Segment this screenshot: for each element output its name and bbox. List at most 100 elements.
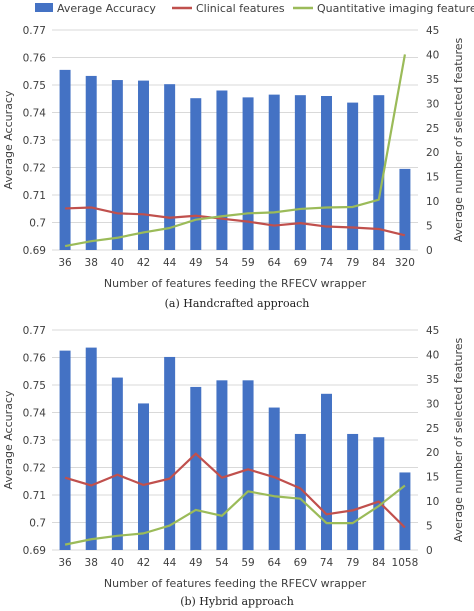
- y2-tick-label: 35: [426, 74, 439, 86]
- x-tick-label: 69: [294, 257, 307, 269]
- y-tick-label: 0.73: [23, 135, 46, 147]
- x-tick-label: 79: [346, 557, 359, 569]
- y2-tick-label: 30: [426, 98, 439, 110]
- chart-handcrafted-lines: [64, 54, 407, 248]
- x-tick-label: 44: [163, 557, 177, 569]
- chart-hybrid: 0.69 0.7 0.71 0.72 0.73 0.74 0.75 0.76 0.77 0 5 10…: [2, 325, 465, 608]
- y2-tick-label: 5: [426, 221, 433, 233]
- imaging-features-line: [64, 54, 407, 248]
- clinical-features-line: [64, 452, 406, 529]
- accuracy-bar: [347, 102, 359, 250]
- y2-tick-label: 45: [426, 25, 439, 37]
- accuracy-bar: [138, 403, 149, 550]
- x-tick-label: 42: [137, 257, 150, 269]
- accuracy-bar: [373, 437, 385, 550]
- y2-tick-label: 20: [426, 147, 439, 159]
- chart-hybrid-left-ticks: 0.69 0.7 0.71 0.72 0.73 0.74 0.75 0.76 0.77: [23, 325, 47, 557]
- accuracy-bar: [164, 356, 176, 550]
- chart-hybrid-y-axis-label: Average Accuracy: [2, 390, 15, 489]
- x-tick-label: 84: [372, 257, 386, 269]
- accuracy-bar: [268, 407, 280, 550]
- accuracy-bar: [321, 393, 332, 550]
- x-tick-label: 49: [189, 557, 202, 569]
- x-tick-label: 64: [268, 557, 282, 569]
- chart-handcrafted-right-ticks: 0 5 10 15 20 25 30 35 40 45: [426, 25, 439, 257]
- x-tick-label: 36: [58, 257, 72, 269]
- y-tick-label: 0.76: [23, 53, 47, 65]
- accuracy-bar: [59, 69, 71, 250]
- chart-hybrid-bars: [59, 347, 411, 550]
- y-tick-label: 0.73: [23, 435, 46, 447]
- legend-label-accuracy: Average Accuracy: [57, 2, 156, 15]
- x-tick-label: 54: [215, 257, 229, 269]
- legend-label-clinical: Clinical features: [196, 2, 285, 15]
- accuracy-bar: [294, 433, 306, 550]
- accuracy-bar: [111, 377, 123, 550]
- legend-swatch-accuracy: [35, 3, 53, 12]
- x-tick-label: 36: [58, 557, 72, 569]
- y2-tick-label: 10: [426, 496, 439, 508]
- chart-handcrafted-bars: [59, 69, 411, 250]
- x-tick-label: 84: [372, 557, 386, 569]
- x-tick-label: 64: [268, 257, 282, 269]
- accuracy-bar: [138, 80, 149, 250]
- accuracy-bar: [321, 96, 332, 250]
- accuracy-bar: [294, 95, 306, 250]
- accuracy-bar: [59, 350, 71, 550]
- accuracy-bar: [85, 75, 97, 250]
- accuracy-bar: [399, 472, 411, 550]
- chart-handcrafted-x-axis-label: Number of features feeding the RFECV wra…: [104, 277, 367, 290]
- accuracy-bar: [164, 84, 176, 250]
- y-tick-label: 0.71: [23, 490, 46, 502]
- chart-hybrid-y2-axis-label: Average number of selected features: [452, 337, 465, 542]
- y2-tick-label: 25: [426, 123, 439, 135]
- y-tick-label: 0.7: [29, 518, 46, 530]
- y2-tick-label: 20: [426, 447, 439, 459]
- chart-hybrid-lines: [64, 452, 406, 546]
- x-tick-label: 44: [163, 257, 177, 269]
- y-tick-label: 0.74: [23, 108, 47, 120]
- chart-handcrafted-caption: (a) Handcrafted approach: [165, 297, 310, 310]
- accuracy-bar: [242, 380, 254, 550]
- chart-handcrafted-y-axis-label: Average Accuracy: [2, 90, 15, 189]
- accuracy-bar: [85, 347, 97, 550]
- y-tick-label: 0.71: [23, 190, 46, 202]
- accuracy-bar: [190, 386, 202, 550]
- x-tick-label: 38: [85, 257, 98, 269]
- y-tick-label: 0.7: [29, 218, 46, 230]
- x-tick-label: 54: [215, 557, 229, 569]
- y-tick-label: 0.77: [23, 325, 46, 337]
- x-tick-label: 49: [189, 257, 202, 269]
- chart-handcrafted-x-ticks: 36 38 40 42 44 49 54 59 64 69 74 79 84 320: [58, 257, 415, 269]
- chart-handcrafted-left-ticks: 0.69 0.7 0.71 0.72 0.73 0.74 0.75 0.76 0.77: [23, 25, 47, 257]
- chart-hybrid-caption: (b) Hybrid approach: [180, 595, 294, 608]
- x-tick-label: 40: [111, 257, 124, 269]
- accuracy-bar: [190, 98, 202, 250]
- y-tick-label: 0.76: [23, 353, 47, 365]
- y-tick-label: 0.72: [23, 463, 46, 475]
- y2-tick-label: 35: [426, 374, 439, 386]
- accuracy-bar: [268, 94, 280, 250]
- accuracy-bar: [347, 433, 359, 550]
- chart-handcrafted-y2-axis-label: Average number of selected features: [452, 37, 465, 242]
- y-tick-label: 0.75: [23, 380, 46, 392]
- y-tick-label: 0.75: [23, 80, 46, 92]
- y-tick-label: 0.72: [23, 163, 46, 175]
- x-tick-label: 59: [241, 257, 254, 269]
- chart-hybrid-x-ticks: 36 38 40 42 44 49 54 59 64 69 74 79 84 1058: [58, 557, 418, 569]
- x-tick-label: 38: [85, 557, 98, 569]
- x-tick-label: 320: [395, 257, 415, 269]
- legend-label-imaging: Quantitative imaging features: [317, 2, 474, 15]
- clinical-features-line: [65, 206, 406, 237]
- legend: Average Accuracy Clinical features Quant…: [35, 2, 474, 15]
- x-tick-label: 59: [241, 557, 254, 569]
- y-tick-label: 0.74: [23, 408, 47, 420]
- y2-tick-label: 0: [426, 545, 433, 557]
- x-tick-label: 1058: [392, 557, 419, 569]
- chart-hybrid-x-axis-label: Number of features feeding the RFECV wra…: [104, 577, 367, 590]
- y2-tick-label: 40: [426, 349, 439, 361]
- chart-hybrid-right-ticks: 0 5 10 15 20 25 30 35 40 45: [426, 325, 439, 557]
- y2-tick-label: 40: [426, 49, 439, 61]
- accuracy-bar: [111, 80, 123, 250]
